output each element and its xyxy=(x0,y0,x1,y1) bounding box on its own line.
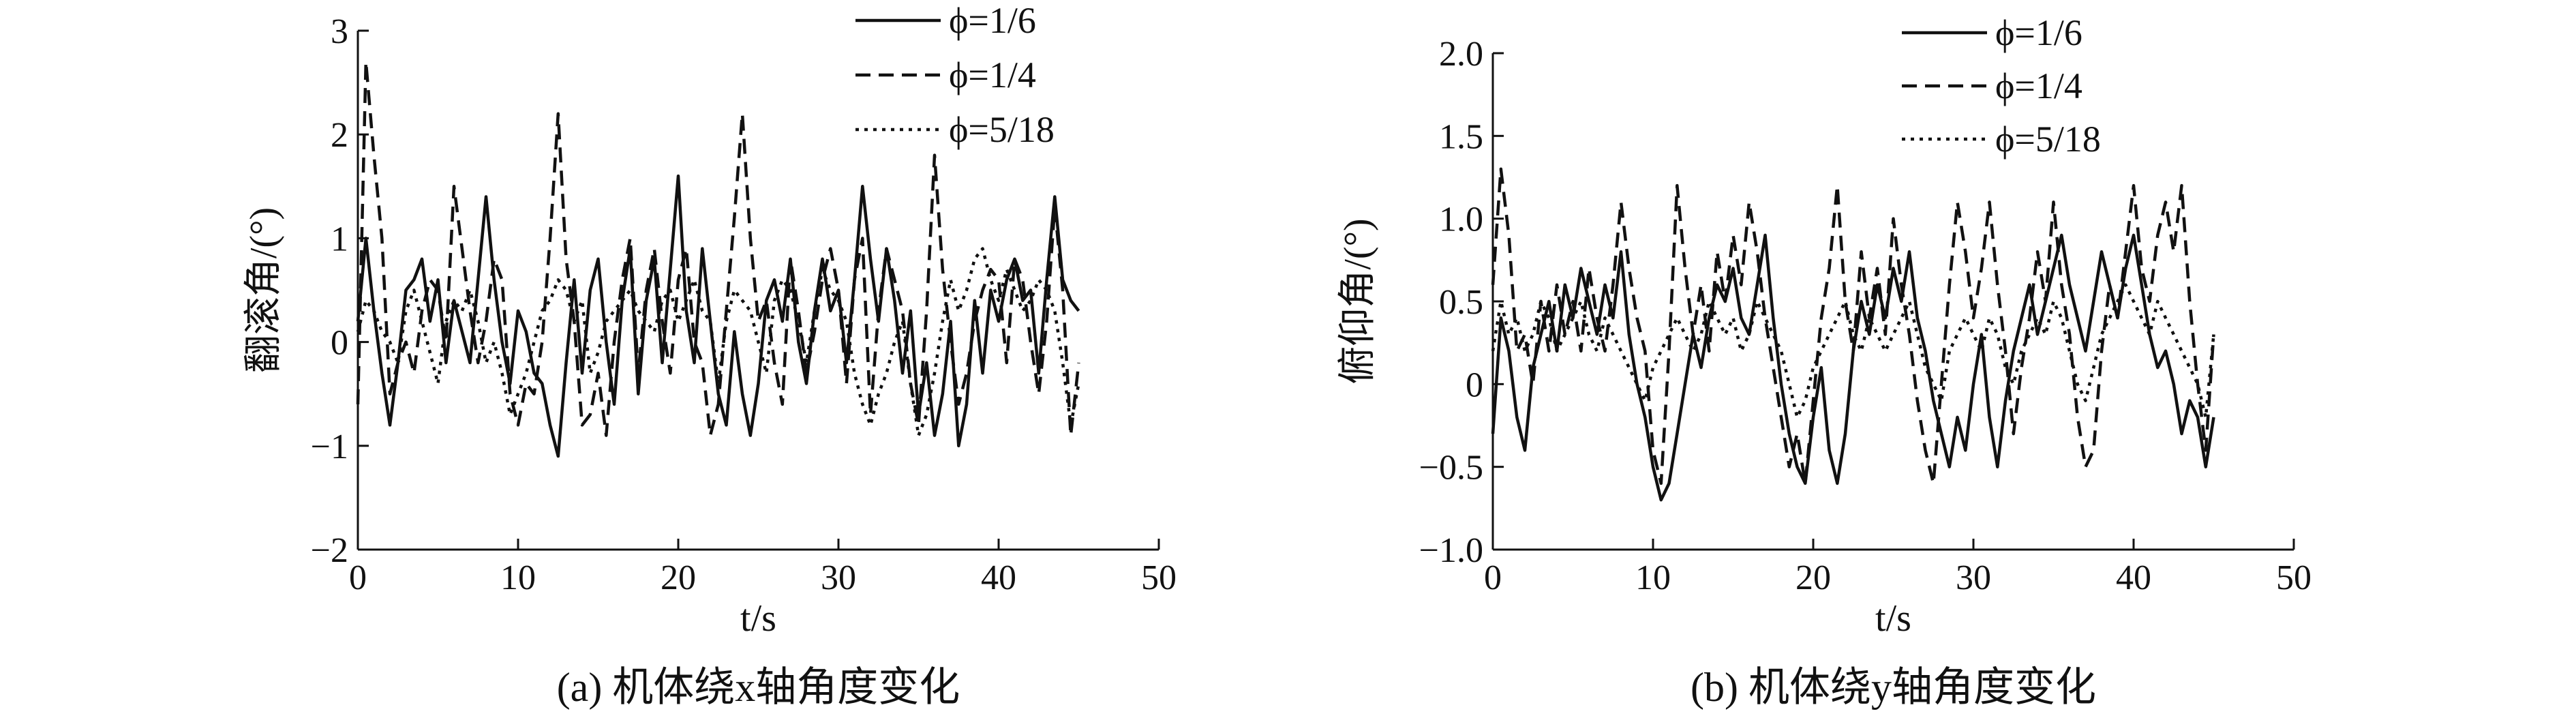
x-tick-label: 0 xyxy=(1484,558,1502,597)
y-tick-label: −1.0 xyxy=(1419,531,1483,570)
legend-label: ϕ=1/6 xyxy=(1995,12,2082,53)
x-tick-label: 20 xyxy=(1795,558,1831,597)
legend-label: ϕ=5/18 xyxy=(1995,119,2101,160)
x-tick-label: 40 xyxy=(2116,558,2151,597)
series-line-solid xyxy=(1491,233,2215,502)
series-line-dashed xyxy=(1491,167,2215,485)
y-axis-label: 翻滚角/(°) xyxy=(243,207,285,373)
x-tick-label: 40 xyxy=(981,558,1016,597)
x-tick-label: 10 xyxy=(500,558,536,597)
x-tick-label: 50 xyxy=(1141,558,1177,597)
y-tick-label: 2 xyxy=(331,116,348,155)
y-tick-label: 0.5 xyxy=(1439,283,1483,322)
y-tick-label: 1.0 xyxy=(1439,200,1483,239)
y-tick-label: −2 xyxy=(311,531,348,570)
x-axis-label: t/s xyxy=(1875,597,1911,640)
y-tick-label: 3 xyxy=(331,12,348,51)
y-tick-label: −1 xyxy=(311,428,348,466)
figure-caption: (b) 机体绕y轴角度变化 xyxy=(1691,665,2096,710)
x-axis-label: t/s xyxy=(740,597,776,640)
legend-label: ϕ=1/4 xyxy=(949,55,1036,95)
x-tick-label: 10 xyxy=(1635,558,1671,597)
series-line-dashed xyxy=(356,60,1080,437)
y-tick-label: 0 xyxy=(331,324,348,363)
y-tick-label: 2.0 xyxy=(1439,35,1483,74)
y-tick-label: 0 xyxy=(1466,365,1483,404)
chart-panel-b: 0 10 20 30 40 50 −1.0 −0.5 0 0.5 1.0 1.5 2.0 ϕ=1/6 ϕ=1… xyxy=(1337,12,2312,710)
y-tick-label: −0.5 xyxy=(1419,449,1483,488)
figure-caption: (a) 机体绕x轴角度变化 xyxy=(557,665,960,710)
y-tick-label: 1 xyxy=(331,220,348,258)
legend-label: ϕ=1/6 xyxy=(949,0,1036,41)
legend-label: ϕ=1/4 xyxy=(1995,65,2082,106)
series-line-dotted xyxy=(1491,283,2215,419)
y-tick-label: 1.5 xyxy=(1439,117,1483,156)
y-axis-label: 俯仰角/(°) xyxy=(1337,218,1379,384)
series-line-solid xyxy=(356,174,1080,458)
legend-label: ϕ=5/18 xyxy=(949,109,1055,150)
chart-panel-a: 0 10 20 30 40 50 −2 −1 0 1 2 3 ϕ=1/6 ϕ=1/4 ϕ=5/18 t/s 翻滚… xyxy=(243,0,1177,710)
x-tick-label: 30 xyxy=(1956,558,1991,597)
series-line-dotted xyxy=(356,247,1080,437)
x-tick-label: 30 xyxy=(821,558,856,597)
x-tick-label: 0 xyxy=(349,558,367,597)
x-tick-label: 50 xyxy=(2276,558,2312,597)
x-tick-label: 20 xyxy=(661,558,696,597)
